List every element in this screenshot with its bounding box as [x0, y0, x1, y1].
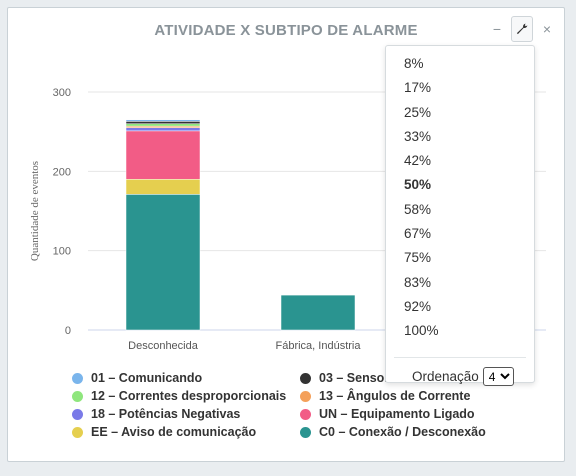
legend-item[interactable]: 03 – Sensor: [300, 370, 540, 386]
bar-segment: [125, 127, 201, 132]
legend-dot: [300, 390, 311, 402]
menu-divider: [394, 357, 526, 358]
bar-segment: [125, 130, 201, 180]
sort-label: Ordenação: [412, 369, 479, 384]
minus-icon: −: [492, 21, 502, 37]
legend-label: C0 – Conexão / Desconexão: [319, 425, 486, 439]
legend-label: 12 – Correntes desproporcionais: [91, 389, 287, 403]
bar-segment: [125, 121, 201, 124]
menu-item-percentage[interactable]: 17%: [404, 80, 432, 96]
sort-select[interactable]: 12345: [482, 367, 514, 386]
bar-segment: [125, 194, 201, 331]
x-tick-label: Fábrica, Indústria: [276, 340, 362, 352]
legend-label: UN – Equipamento Ligado: [319, 407, 475, 421]
legend-item[interactable]: C0 – Conexão / Desconexão: [300, 424, 540, 440]
menu-item-percentage[interactable]: 42%: [404, 153, 432, 169]
y-tick-label: 300: [53, 87, 71, 99]
bar-segment: [280, 294, 356, 331]
menu-item-percentage[interactable]: 58%: [404, 201, 432, 217]
close-icon: ×: [542, 21, 552, 37]
percentage-menu: 8% 17% 25% 33% 42% 50% 58% 67% 75% 83% 92% 100% Ord…: [385, 45, 535, 386]
menu-item-percentage[interactable]: 75%: [404, 250, 432, 266]
legend-dot: [72, 408, 83, 420]
legend-item[interactable]: 18 – Potências Negativas: [72, 406, 300, 422]
y-tick-label: 100: [53, 246, 71, 258]
bar-segment: [125, 123, 201, 127]
y-axis-label: Quantidade de eventos: [29, 161, 41, 261]
menu-item-percentage[interactable]: 83%: [404, 274, 432, 290]
close-button[interactable]: ×: [536, 16, 558, 42]
legend-label: EE – Aviso de comunicação: [91, 425, 257, 439]
legend-label: 01 – Comunicando: [91, 371, 203, 385]
minimize-button[interactable]: −: [486, 16, 508, 42]
legend-item[interactable]: EE – Aviso de comunicação: [72, 424, 300, 440]
menu-item-percentage[interactable]: 67%: [404, 226, 432, 242]
menu-item-percentage[interactable]: 33%: [404, 128, 432, 144]
menu-item-percentage[interactable]: 92%: [404, 298, 432, 314]
legend-dot: [72, 372, 83, 384]
menu-item-percentage[interactable]: 50%: [404, 177, 432, 193]
x-tick-label: Desconhecida: [128, 340, 199, 352]
legend-label: 18 – Potências Negativas: [91, 407, 241, 421]
percentage-menu-list: 8% 17% 25% 33% 42% 50% 58% 67% 75% 83% 92% 100%: [386, 46, 534, 344]
legend-item[interactable]: 01 – Comunicando: [72, 370, 300, 386]
menu-item-percentage[interactable]: 100%: [404, 323, 439, 339]
legend-dot: [300, 408, 311, 420]
chart-legend: 01 – Comunicando 03 – Sensor 12 – Corrente…: [72, 370, 542, 440]
legend-item[interactable]: UN – Equipamento Ligado: [300, 406, 540, 422]
y-tick-label: 200: [53, 166, 71, 178]
y-tick-label: 0: [65, 325, 71, 337]
menu-item-percentage[interactable]: 8%: [404, 56, 424, 71]
legend-dot: [72, 426, 83, 438]
chart-widget: ATIVIDADE X SUBTIPO DE ALARME − × 0 100 20…: [7, 7, 565, 462]
legend-item[interactable]: 13 – Ângulos de Corrente: [300, 388, 540, 404]
legend-dot: [300, 426, 311, 438]
widget-title: ATIVIDADE X SUBTIPO DE ALARME: [154, 22, 418, 39]
legend-dot: [300, 372, 311, 384]
legend-item[interactable]: 12 – Correntes desproporcionais: [72, 388, 300, 404]
legend-label: 03 – Sensor: [319, 371, 390, 385]
menu-item-percentage[interactable]: 25%: [404, 104, 432, 120]
settings-button[interactable]: [511, 16, 533, 42]
sort-control: Ordenação 12345: [412, 367, 514, 386]
legend-label: 13 – Ângulos de Corrente: [319, 389, 471, 403]
bar-segment: [125, 119, 201, 122]
legend-dot: [72, 390, 83, 402]
wrench-icon: [516, 23, 528, 35]
bar-segment: [125, 179, 201, 195]
